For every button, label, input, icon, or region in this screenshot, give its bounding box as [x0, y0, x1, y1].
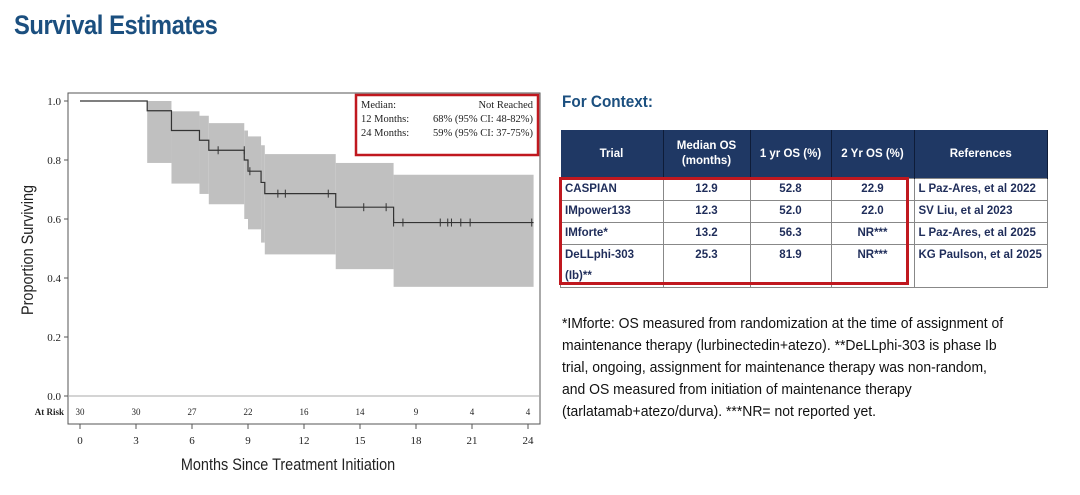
annotation-value: Not Reached — [478, 100, 533, 111]
table-row: DeLLphi-303 (Ib)** 25.3 81.9 NR*** KG Paulso… — [560, 244, 1048, 288]
highlight-box — [559, 177, 909, 285]
y-tick-label: 0.2 — [47, 332, 61, 344]
y-axis-label: Proportion Surviving — [19, 185, 37, 315]
annotation-label: Median: — [361, 100, 396, 111]
at-risk-count: 14 — [356, 407, 366, 417]
table-cell: SV Liu, et al 2023 — [913, 200, 1048, 223]
x-tick-label: 9 — [245, 435, 251, 447]
annotation-label: 12 Months: — [361, 114, 409, 125]
ci-band-segment — [261, 145, 265, 243]
table-row: IMpower133 12.3 52.0 22.0 SV Liu, et al 2023 — [560, 200, 1048, 223]
x-tick-label: 12 — [299, 435, 310, 447]
annotation-value: 59% (95% CI: 37-75%) — [433, 128, 534, 139]
at-risk-count: 9 — [414, 407, 419, 417]
annotation-box — [354, 93, 540, 157]
at-risk-count: 16 — [300, 407, 310, 417]
at-risk-count: 4 — [526, 407, 531, 417]
y-tick-label: 0.8 — [47, 155, 61, 167]
table-cell: L Paz-Ares, et al 2022 — [913, 178, 1048, 201]
col-header: 2 Yr OS (%) — [831, 130, 915, 179]
table-cell: 12.3 — [662, 200, 751, 223]
table-cell: KG Paulson, et al 2025 — [913, 244, 1048, 288]
ci-band-segment — [335, 162, 394, 270]
survival-curve — [80, 100, 534, 224]
x-tick-label: 18 — [411, 435, 423, 447]
x-tick-label: 0 — [77, 435, 83, 447]
at-risk-count: 30 — [76, 407, 86, 417]
km-chart: 0.0 0.2 0.4 0.6 0.8 1.0 Proportion Surviving 0 3… — [19, 92, 541, 474]
table-cell: 25.3 — [662, 244, 751, 288]
at-risk-label: At Risk — [35, 407, 64, 417]
ci-band-segment — [171, 111, 200, 184]
y-tick-label: 0.6 — [47, 214, 61, 226]
ci-band-segment — [248, 136, 262, 230]
ci-band-segment — [244, 130, 248, 219]
table-cell: NR*** — [830, 222, 915, 245]
x-tick-label: 15 — [355, 435, 367, 447]
table-cell: L Paz-Ares, et al 2025 — [913, 222, 1048, 245]
ci-band-segment — [264, 154, 336, 255]
at-risk-count: 4 — [470, 407, 475, 417]
table-cell: DeLLphi-303 (Ib)** — [560, 244, 664, 288]
ci-band-segment — [393, 174, 534, 287]
y-tick-label: 0.0 — [47, 391, 61, 403]
x-tick-label: 24 — [523, 435, 535, 447]
x-tick-label: 3 — [133, 435, 139, 447]
context-table: Trial Median OS (months) 1 yr OS (%) 2 Y… — [560, 130, 1048, 288]
annotation-value: 68% (95% CI: 48-82%) — [433, 114, 534, 125]
y-tick-label: 0.4 — [47, 273, 61, 285]
table-cell: NR*** — [830, 244, 915, 288]
at-risk-count: 22 — [244, 407, 253, 417]
page-title: Survival Estimates — [14, 10, 218, 40]
col-header: Trial — [560, 130, 664, 179]
ci-band-segment — [199, 115, 209, 194]
col-header: Median OS (months) — [663, 130, 751, 179]
y-tick-label: 1.0 — [47, 96, 61, 108]
at-risk-count: 27 — [188, 407, 198, 417]
ci-band-segment — [208, 123, 245, 205]
table-row: CASPIAN 12.9 52.8 22.9 L Paz-Ares, et al 202… — [560, 178, 1048, 201]
annotation-label: 24 Months: — [361, 128, 409, 139]
x-axis-label: Months Since Treatment Initiation — [181, 456, 395, 474]
at-risk-count: 30 — [132, 407, 142, 417]
x-tick-label: 21 — [467, 435, 478, 447]
context-title: For Context: — [562, 92, 653, 111]
col-header: 1 yr OS (%) — [750, 130, 832, 179]
x-tick-label: 6 — [189, 435, 195, 447]
col-header: References — [914, 130, 1048, 179]
footnote: *IMforte: OS measured from randomization… — [562, 315, 1004, 420]
